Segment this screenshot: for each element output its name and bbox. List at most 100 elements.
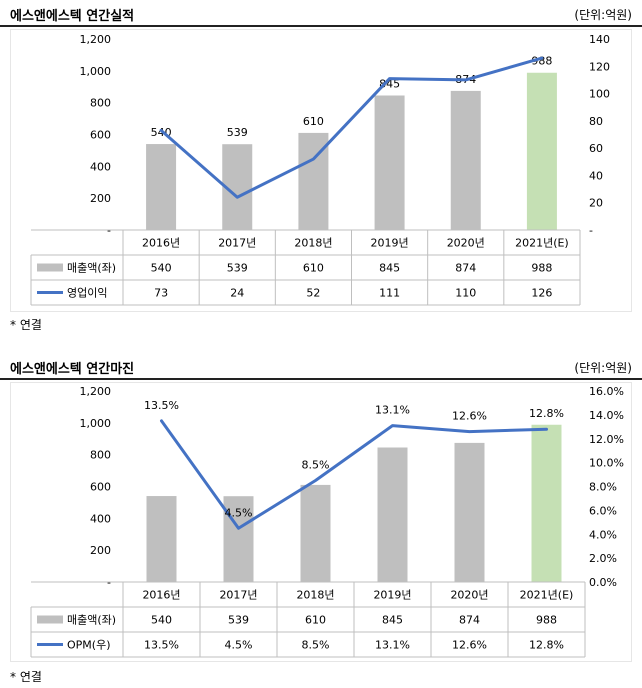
chart1-table-line-value: 126 xyxy=(531,287,552,300)
chart2-bar xyxy=(377,447,408,582)
chart2-line-point-label: 13.5% xyxy=(144,399,179,412)
chart1-left-tick-label: 400 xyxy=(90,160,111,173)
chart2-bar xyxy=(223,496,254,582)
chart2-right-tick-label: 16.0% xyxy=(589,385,624,398)
chart2-left-tick-label: 800 xyxy=(90,449,111,462)
chart2-table-line-value: 13.1% xyxy=(375,639,410,652)
chart2-category-label: 2017년 xyxy=(219,589,257,602)
chart1-table-line-value: 73 xyxy=(154,287,168,300)
chart2-legend-bar-swatch xyxy=(37,615,63,624)
chart2-right-tick-label: 14.0% xyxy=(589,409,624,422)
chart2-left-tick-label: 1,000 xyxy=(80,417,112,430)
chart1-right-tick-label: 20 xyxy=(589,197,603,210)
chart2-right-tick-label: 6.0% xyxy=(589,504,617,517)
chart2-bar xyxy=(146,496,177,582)
chart1-right-tick-label: 40 xyxy=(589,169,603,182)
chart1-right-tick-label: - xyxy=(589,224,593,237)
chart2-unit-label: (단위:억원) xyxy=(574,361,632,375)
chart1-category-label: 2020년 xyxy=(447,237,485,250)
chart1-svg: -2004006008001,0001,200-2040608010012014… xyxy=(30,33,610,306)
chart1-legend-line-name: 영업이익 xyxy=(67,287,107,300)
chart1-left-tick-label: 600 xyxy=(90,129,111,142)
chart2-bar xyxy=(300,484,331,582)
chart2-category-label: 2016년 xyxy=(142,589,180,602)
chart2-right-tick-label: 12.0% xyxy=(589,433,624,446)
chart1-category-label: 2019년 xyxy=(371,237,409,250)
chart2-category-label: 2019년 xyxy=(373,589,411,602)
chart2-left-tick-label: 400 xyxy=(90,512,111,525)
chart1-table-line-value: 52 xyxy=(306,287,320,300)
chart1-category-label: 2016년 xyxy=(142,237,180,250)
chart1-left-tick-label: 1,200 xyxy=(80,33,112,46)
chart1-bar xyxy=(526,72,557,230)
chart1-bar xyxy=(374,95,405,230)
chart2-table-bar-value: 988 xyxy=(536,614,557,627)
chart1-category-label: 2017년 xyxy=(218,237,256,250)
chart2-line-point-label: 4.5% xyxy=(225,506,253,519)
chart1-legend-bar-swatch xyxy=(37,263,63,272)
chart2-line-point-label: 12.8% xyxy=(529,407,564,420)
chart2-legend-line-name: OPM(우) xyxy=(67,639,111,652)
chart2-table-line-value: 13.5% xyxy=(144,639,179,652)
chart2-panel: -2004006008001,0001,2000.0%2.0%4.0%6.0%8… xyxy=(10,382,632,662)
chart2-right-tick-label: 10.0% xyxy=(589,457,624,470)
chart2-legend-bar-name: 매출액(좌) xyxy=(67,614,116,627)
chart1-bar xyxy=(450,90,481,230)
chart2-table-bar-value: 874 xyxy=(459,614,480,627)
chart1-table-line-value: 111 xyxy=(379,287,400,300)
chart1-table-bar-value: 540 xyxy=(151,262,172,275)
chart1-title: 에스앤에스텍 연간실적 xyxy=(10,9,135,24)
chart2-svg: -2004006008001,0001,2000.0%2.0%4.0%6.0%8… xyxy=(30,385,624,658)
chart2-category-label: 2021년(E) xyxy=(520,589,574,602)
chart2-left-tick-label: 1,200 xyxy=(80,385,112,398)
chart1-left-tick-label: 200 xyxy=(90,192,111,205)
chart1-unit-label: (단위:억원) xyxy=(574,8,632,22)
chart2-line-series xyxy=(160,419,548,530)
chart1-bar-value-label: 988 xyxy=(531,55,552,68)
chart2-table-line-value: 12.6% xyxy=(452,639,487,652)
chart1-left-tick-label: 800 xyxy=(90,97,111,110)
chart2-category-label: 2020년 xyxy=(450,589,488,602)
chart1-right-tick-label: 80 xyxy=(589,115,603,128)
chart2-table-line-value: 12.8% xyxy=(529,639,564,652)
chart1-right-tick-label: 100 xyxy=(589,88,610,101)
chart2-title-rule xyxy=(0,378,642,380)
chart2-table-line-value: 8.5% xyxy=(302,639,330,652)
chart1-bar-value-label: 539 xyxy=(227,126,248,139)
chart2-right-tick-label: 2.0% xyxy=(589,552,617,565)
chart1-right-tick-label: 60 xyxy=(589,142,603,155)
chart1-category-label: 2018년 xyxy=(294,237,332,250)
chart2-right-tick-label: 0.0% xyxy=(589,576,617,589)
chart2-bar xyxy=(531,424,562,582)
chart1-table-bar-value: 610 xyxy=(303,262,324,275)
chart1-legend-bar-name: 매출액(좌) xyxy=(67,262,116,275)
chart1-line-series xyxy=(159,56,544,199)
chart1-footnote: * 연결 xyxy=(10,318,42,332)
chart2-table-bar-value: 610 xyxy=(305,614,326,627)
chart1-right-tick-label: 140 xyxy=(589,33,610,46)
chart1-right-tick-label: 120 xyxy=(589,60,610,73)
chart2-right-tick-label: 8.0% xyxy=(589,481,617,494)
chart1-left-tick-label: 1,000 xyxy=(80,65,112,78)
chart1-table-line-value: 110 xyxy=(455,287,476,300)
chart2-table-bar-value: 540 xyxy=(151,614,172,627)
chart1-table-bar-value: 845 xyxy=(379,262,400,275)
chart1-bar xyxy=(146,144,177,230)
chart2-footnote: * 연결 xyxy=(10,670,42,684)
chart2-right-tick-label: 4.0% xyxy=(589,528,617,541)
chart2-table-line-value: 4.5% xyxy=(225,639,253,652)
chart1-table-bar-value: 988 xyxy=(531,262,552,275)
chart2-table-bar-value: 539 xyxy=(228,614,249,627)
chart2-line-point-label: 12.6% xyxy=(452,410,487,423)
chart2-title: 에스앤에스텍 연간마진 xyxy=(10,362,135,377)
chart1-panel: -2004006008001,0001,200-2040608010012014… xyxy=(10,29,632,312)
chart1-table-bar-value: 539 xyxy=(227,262,248,275)
chart2-line-point-label: 8.5% xyxy=(302,459,330,472)
chart1-bar-value-label: 610 xyxy=(303,115,324,128)
chart2-bar xyxy=(454,442,485,582)
chart2-table-bar-value: 845 xyxy=(382,614,403,627)
chart1-table-line-value: 24 xyxy=(230,287,244,300)
chart1-table-bar-value: 874 xyxy=(455,262,476,275)
chart2-left-tick-label: 600 xyxy=(90,481,111,494)
chart1-category-label: 2021년(E) xyxy=(515,237,569,250)
